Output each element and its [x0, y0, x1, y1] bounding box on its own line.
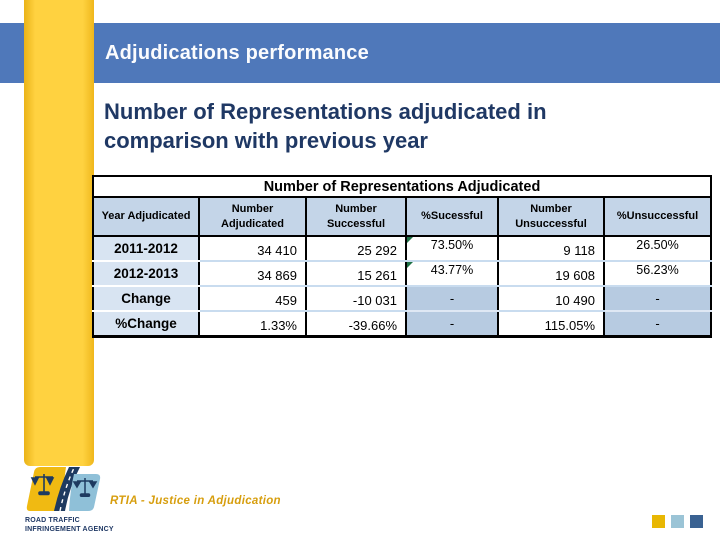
logo-caption-line2: INFRINGEMENT AGENCY — [25, 525, 114, 533]
table-cell: 9 118 — [497, 236, 605, 262]
table-cell: Change — [92, 286, 200, 312]
table-cell: 2011-2012 — [92, 236, 200, 262]
table-row: Change 459 -10 031-10 490- — [92, 286, 712, 312]
footer-square-steel-blue — [690, 515, 703, 528]
column-header: Number Unsuccessful — [497, 196, 605, 237]
table-row: 2012-2013 34 869 15 261 43.77% 19 608 56.23% — [92, 261, 712, 287]
column-header: Number Adjudicated — [198, 196, 307, 237]
table-cell: -10 031 — [305, 286, 407, 312]
table-cell: 1.33% — [198, 311, 307, 337]
header-band — [0, 23, 720, 83]
table-cell: - — [603, 286, 712, 312]
table-cell: 34 410 — [198, 236, 307, 262]
logo-road-dashes — [59, 467, 75, 512]
adjudication-table: Number of Representations Adjudicated Ye… — [92, 175, 712, 338]
table-cell: - — [405, 286, 499, 312]
rtia-logo — [26, 467, 101, 512]
table-cell: - — [405, 311, 499, 337]
adjudication-table-container: Number of Representations Adjudicated Ye… — [92, 175, 712, 338]
footer-tagline: RTIA - Justice in Adjudication — [110, 495, 281, 507]
table-row: 2011-2012 34 410 25 292 73.50% 9 118 26.50% — [92, 236, 712, 262]
sidebar-accent-bar — [24, 0, 94, 466]
table-cell: %Change — [92, 311, 200, 337]
table-header-row: Year Adjudicated Number Adjudicated Numb… — [92, 196, 712, 237]
table-body: 2011-2012 34 410 25 292 73.50% 9 118 26.50% 20… — [92, 236, 712, 337]
footer-square-gold — [652, 515, 665, 528]
table-cell: 43.77% — [405, 261, 499, 287]
table-cell: -39.66% — [305, 311, 407, 337]
table-cell: 2012-2013 — [92, 261, 200, 287]
column-header: %Sucessful — [405, 196, 499, 237]
page-title: Adjudications performance — [105, 42, 369, 64]
table-cell: 56.23% — [603, 261, 712, 287]
logo-caption-line1: ROAD TRAFFIC — [25, 517, 80, 524]
table-cell: 459 — [198, 286, 307, 312]
table-cell: 34 869 — [198, 261, 307, 287]
table-cell: 73.50% — [405, 236, 499, 262]
excel-error-marker-icon — [407, 237, 413, 243]
table-cell: 15 261 — [305, 261, 407, 287]
table-cell: 19 608 — [497, 261, 605, 287]
table-cell: 10 490 — [497, 286, 605, 312]
column-header: Number Successful — [305, 196, 407, 237]
rtia-logo-block: ROAD TRAFFIC INFRINGEMENT AGENCY — [24, 466, 114, 535]
table-title-row: Number of Representations Adjudicated — [92, 175, 712, 198]
table-title: Number of Representations Adjudicated — [92, 175, 712, 198]
scales-icon-left — [30, 474, 55, 496]
table-cell: 25 292 — [305, 236, 407, 262]
footer-square-light-blue — [671, 515, 684, 528]
column-header: Year Adjudicated — [92, 196, 200, 237]
table-cell: 26.50% — [603, 236, 712, 262]
table-cell: - — [603, 311, 712, 337]
excel-error-marker-icon — [407, 262, 413, 268]
table-row: %Change 1.33% -39.66% -115.05% - — [92, 311, 712, 337]
slide-subtitle: Number of Representations adjudicated in… — [104, 99, 547, 154]
table-cell: 115.05% — [497, 311, 605, 337]
column-header: %Unsuccessful — [603, 196, 712, 237]
scales-icon-right — [72, 478, 98, 497]
